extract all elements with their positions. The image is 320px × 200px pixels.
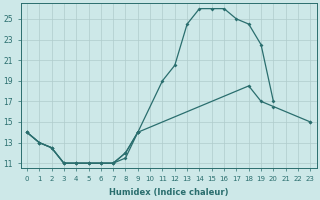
X-axis label: Humidex (Indice chaleur): Humidex (Indice chaleur) [109,188,228,197]
